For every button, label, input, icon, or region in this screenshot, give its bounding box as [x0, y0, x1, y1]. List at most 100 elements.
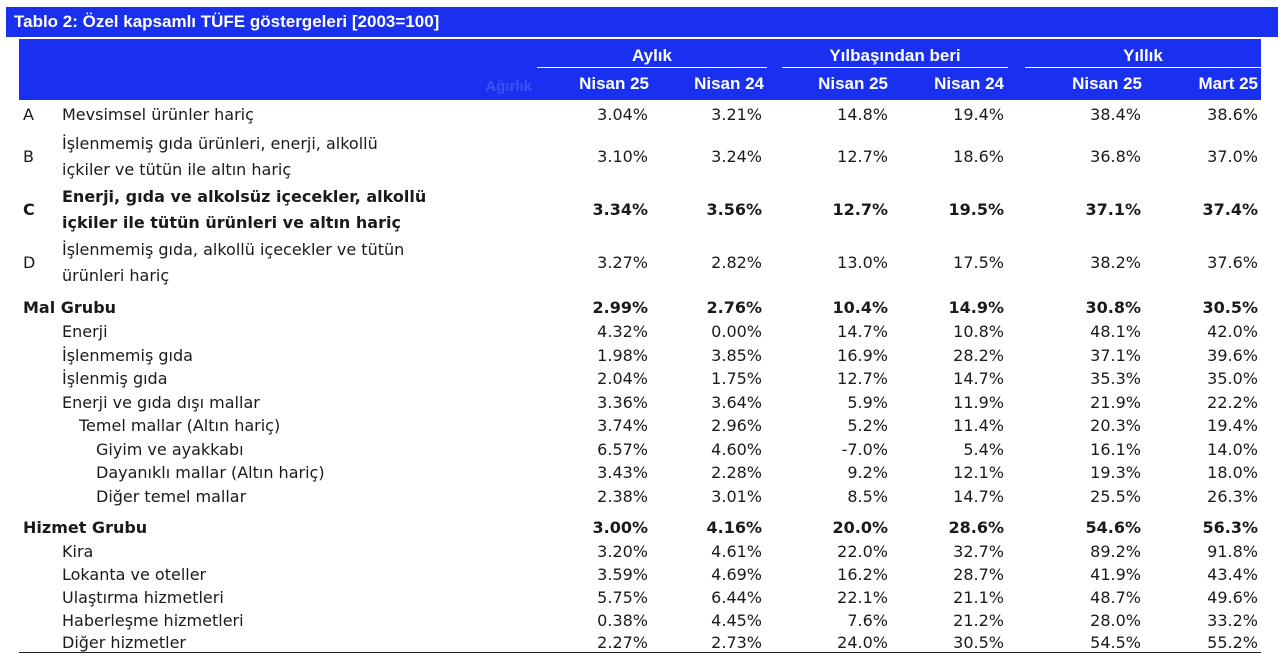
table-row: Diğer temel mallar 2.38% 3.01% 8.5% 14.7% 25.… — [0, 485, 1283, 509]
table-cell: 48.7% — [1090, 588, 1141, 607]
row-code: A — [23, 105, 34, 124]
row-label: Kira — [62, 542, 94, 561]
table-cell: 12.7% — [832, 200, 888, 219]
table-cell: 0.38% — [597, 611, 648, 630]
table-cell: 6.57% — [597, 440, 648, 459]
table-cell: 3.59% — [597, 565, 648, 584]
table-cell: 28.2% — [953, 346, 1004, 365]
table-cell: 41.9% — [1090, 565, 1141, 584]
table-bottom-rule — [19, 652, 1261, 653]
table-cell: 14.7% — [837, 322, 888, 341]
table-cell: 28.6% — [948, 518, 1004, 537]
table-cell: 10.8% — [953, 322, 1004, 341]
table-cell: 3.24% — [711, 147, 762, 166]
table-cell: 9.2% — [847, 463, 888, 482]
table-cell: 17.5% — [953, 253, 1004, 272]
column-header: Nisan 25 — [1072, 74, 1142, 93]
table-row: Haberleşme hizmetleri 0.38% 4.45% 7.6% 21.2%… — [0, 609, 1283, 633]
table-row: B İşlenmemiş gıda ürünleri, enerji, alkol… — [0, 131, 1283, 183]
table-cell: 35.0% — [1207, 369, 1258, 388]
row-code: D — [23, 253, 36, 272]
row-label: İşlenmemiş gıda — [62, 346, 193, 365]
table-cell: 25.5% — [1090, 487, 1141, 506]
table-cell: 14.7% — [953, 487, 1004, 506]
table-cell: 12.1% — [953, 463, 1004, 482]
group-underline-ytd — [782, 67, 1008, 68]
table-cell: 12.7% — [837, 369, 888, 388]
table-row: Kira 3.20% 4.61% 22.0% 32.7% 89.2% 91.8% — [0, 540, 1283, 564]
row-label: Giyim ve ayakkabı — [96, 440, 244, 459]
table-cell: 30.5% — [953, 633, 1004, 652]
table-cell: 89.2% — [1090, 542, 1141, 561]
table-cell: 22.2% — [1207, 393, 1258, 412]
column-header: Nisan 24 — [694, 74, 764, 93]
row-label: ürünleri hariç — [62, 266, 170, 285]
table-cell: 49.6% — [1207, 588, 1258, 607]
table-cell: 2.28% — [711, 463, 762, 482]
table-cell: 37.0% — [1207, 147, 1258, 166]
table-cell: 55.2% — [1207, 633, 1258, 652]
table-row: A Mevsimsel ürünler hariç 3.04% 3.21% 14.8% 1… — [0, 102, 1283, 128]
table-cell: 54.6% — [1085, 518, 1141, 537]
table-cell: 54.5% — [1090, 633, 1141, 652]
table-title: Tablo 2: Özel kapsamlı TÜFE göstergeleri… — [6, 7, 1278, 37]
table-cell: 43.4% — [1207, 565, 1258, 584]
table-cell: 35.3% — [1090, 369, 1141, 388]
row-label: içkiler ile tütün ürünleri ve altın hari… — [62, 213, 401, 232]
table-cell: 48.1% — [1090, 322, 1141, 341]
table-cell: 5.9% — [847, 393, 888, 412]
table-cell: 3.56% — [706, 200, 762, 219]
table-row: Mal Grubu 2.99% 2.76% 10.4% 14.9% 30.8% 30.5% — [0, 296, 1283, 320]
table-cell: 3.21% — [711, 105, 762, 124]
table-cell: 20.3% — [1090, 416, 1141, 435]
table-cell: 19.4% — [1207, 416, 1258, 435]
table-cell: 3.27% — [597, 253, 648, 272]
table-cell: 16.2% — [837, 565, 888, 584]
table-header — [19, 39, 1261, 100]
table-cell: 0.00% — [711, 322, 762, 341]
row-code: C — [23, 200, 35, 219]
table-cell: 12.7% — [837, 147, 888, 166]
table-row: Enerji ve gıda dışı mallar 3.36% 3.64% 5.9%… — [0, 391, 1283, 415]
table-cell: 7.6% — [847, 611, 888, 630]
table-cell: 4.60% — [711, 440, 762, 459]
table-cell: 3.36% — [597, 393, 648, 412]
table-cell: 33.2% — [1207, 611, 1258, 630]
row-label: Diğer temel mallar — [96, 487, 247, 506]
column-header: Mart 25 — [1198, 74, 1258, 93]
row-label: Enerji ve gıda dışı mallar — [62, 393, 260, 412]
row-label: Ulaştırma hizmetleri — [62, 588, 224, 607]
column-header: Nisan 25 — [579, 74, 649, 93]
table-cell: 30.5% — [1202, 298, 1258, 317]
table-cell: 3.43% — [597, 463, 648, 482]
table-cell: 2.04% — [597, 369, 648, 388]
table-cell: 18.0% — [1207, 463, 1258, 482]
table-cell: 4.32% — [597, 322, 648, 341]
table-cell: 19.4% — [953, 105, 1004, 124]
table-cell: 1.75% — [711, 369, 762, 388]
table-cell: 2.73% — [711, 633, 762, 652]
table-cell: 2.82% — [711, 253, 762, 272]
table-cell: 2.96% — [711, 416, 762, 435]
table-cell: 56.3% — [1202, 518, 1258, 537]
table-cell: 14.0% — [1207, 440, 1258, 459]
table-cell: 2.76% — [706, 298, 762, 317]
row-label: İşlenmemiş gıda, alkollü içecekler ve tü… — [62, 240, 405, 259]
table-cell: 4.61% — [711, 542, 762, 561]
table-cell: 16.1% — [1090, 440, 1141, 459]
table-cell: 10.4% — [832, 298, 888, 317]
table-cell: 2.38% — [597, 487, 648, 506]
table-row: İşlenmiş gıda 2.04% 1.75% 12.7% 14.7% 35.3% 35… — [0, 367, 1283, 391]
table-cell: 42.0% — [1207, 322, 1258, 341]
table-cell: 39.6% — [1207, 346, 1258, 365]
table-cell: 5.2% — [847, 416, 888, 435]
group-header-monthly: Aylık — [631, 46, 672, 65]
table-cell: 36.8% — [1090, 147, 1141, 166]
row-label: Mevsimsel ürünler hariç — [62, 105, 254, 124]
table-cell: 4.45% — [711, 611, 762, 630]
table-cell: 19.3% — [1090, 463, 1141, 482]
table-cell: 91.8% — [1207, 542, 1258, 561]
table-cell: 22.1% — [837, 588, 888, 607]
table-cell: 37.6% — [1207, 253, 1258, 272]
